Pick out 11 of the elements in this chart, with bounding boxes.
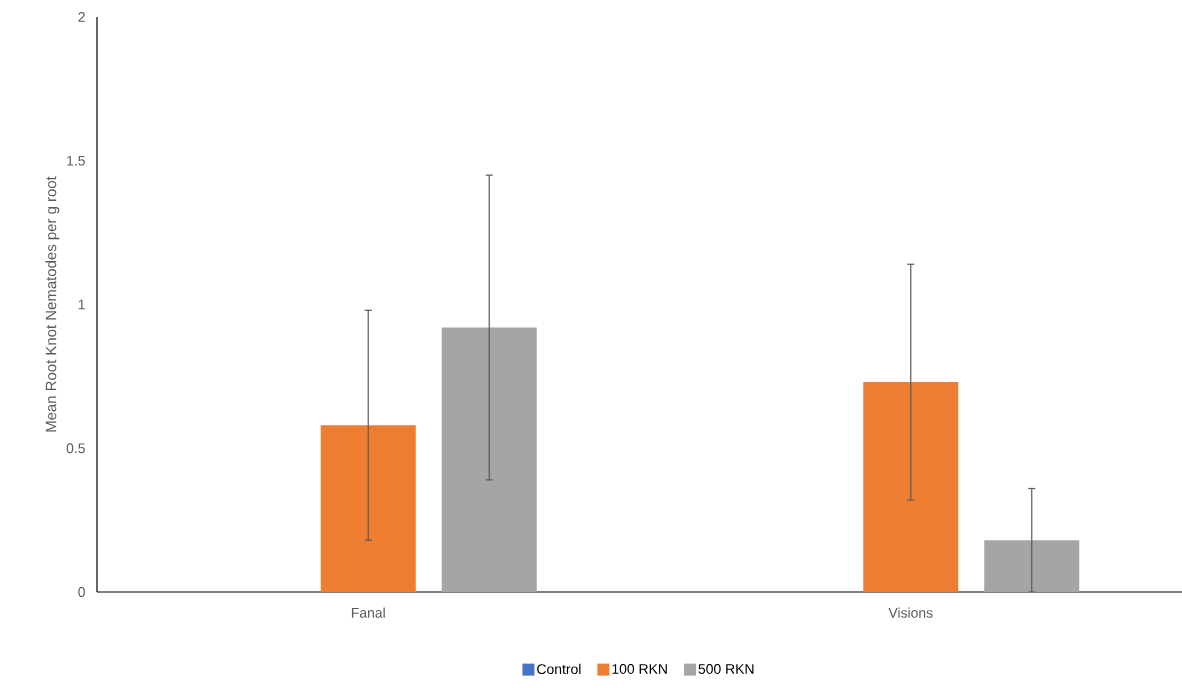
x-tick-label: Visions [888,607,933,618]
y-tick-label: 0 [78,587,85,597]
legend-label: 500 RKN [698,663,754,674]
y-axis-title: Mean Root Knot Nematodes per g root [45,176,60,432]
y-tick-label: 1 [78,299,85,310]
y-tick-label: 0.5 [66,443,85,454]
y-tick-label: 2 [78,12,85,22]
x-tick-label: Fanal [351,607,385,618]
legend-label: 100 RKN [612,663,667,674]
legend-label: Control [537,663,581,675]
y-tick-label: 1.5 [67,155,85,166]
